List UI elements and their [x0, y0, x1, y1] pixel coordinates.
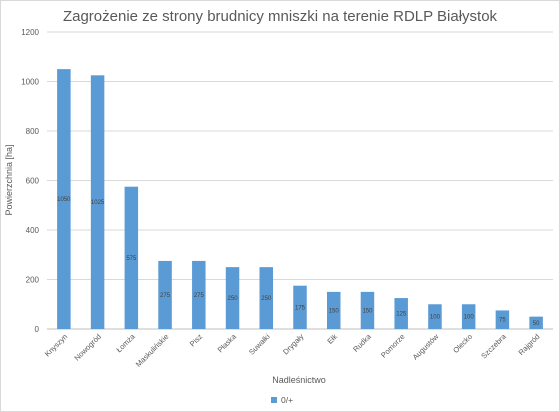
category-label: Płaska: [216, 331, 239, 354]
data-label: 150: [362, 308, 373, 314]
data-label: 175: [295, 305, 306, 311]
y-tick-label: 200: [26, 276, 40, 285]
bar: [461, 304, 476, 329]
data-label: 1025: [91, 200, 105, 206]
y-axis-title: Powierzchnia [ha]: [4, 144, 14, 215]
bar: [360, 291, 375, 329]
category-label: Łomża: [114, 331, 137, 354]
gridlines: [47, 31, 553, 330]
data-label: 125: [396, 312, 407, 318]
bar: [394, 298, 408, 329]
category-label: Knyszyn: [43, 332, 69, 358]
data-label: 75: [499, 318, 506, 324]
data-label: 100: [464, 315, 475, 321]
bar: [293, 285, 307, 329]
category-label: Suwałki: [247, 332, 272, 357]
bar: [124, 186, 139, 329]
bar: [225, 267, 240, 329]
x-axis-title: Nadleśnictwo: [272, 375, 326, 385]
y-tick-label: 1000: [21, 78, 39, 87]
data-label: 575: [126, 256, 137, 262]
category-label: Ełk: [325, 332, 339, 346]
category-label: Olecko: [451, 332, 474, 355]
data-label: 50: [533, 321, 540, 327]
bar: [495, 310, 510, 329]
y-tick-label: 0: [35, 325, 40, 334]
y-tick-label: 800: [26, 127, 40, 136]
category-label: Pisz: [188, 332, 205, 349]
category-label: Rudka: [351, 331, 373, 353]
bar: [529, 316, 543, 329]
data-label: 150: [329, 308, 340, 314]
data-label: 250: [261, 296, 272, 302]
y-tick-label: 1200: [21, 28, 39, 37]
bars: [57, 69, 543, 329]
bar: [90, 75, 105, 329]
category-label: Pomorze: [379, 332, 407, 360]
legend-swatch: [271, 397, 277, 403]
data-label: 1050: [57, 197, 71, 203]
data-label: 275: [194, 293, 205, 299]
bar: [259, 267, 274, 329]
bar: [192, 260, 206, 329]
category-label: Maskulińskie: [134, 332, 171, 369]
data-label: 250: [228, 296, 239, 302]
y-tick-label: 400: [26, 226, 40, 235]
bar: [326, 291, 341, 329]
legend: 0/+: [271, 395, 293, 405]
category-label: Nowogród: [72, 332, 103, 363]
category-label: Drygały: [281, 332, 306, 357]
category-label: Augustów: [411, 332, 441, 362]
legend-label: 0/+: [281, 395, 293, 405]
bar: [158, 260, 172, 329]
y-tick-labels: 0 200 400 600 800 1000 1200: [21, 28, 39, 334]
y-tick-label: 600: [26, 177, 40, 186]
category-label: Rajgród: [517, 332, 542, 357]
data-label: 100: [430, 315, 441, 321]
data-label: 275: [160, 293, 171, 299]
bar: [428, 304, 442, 329]
data-labels: 1050 1025 575 275 275 250 250 175 150 150 125 100 10…: [57, 197, 540, 327]
bar: [57, 69, 71, 329]
chart-title: Zagrożenie ze strony brudnicy mniszki na…: [63, 8, 498, 25]
category-label: Szczebra: [479, 331, 508, 360]
